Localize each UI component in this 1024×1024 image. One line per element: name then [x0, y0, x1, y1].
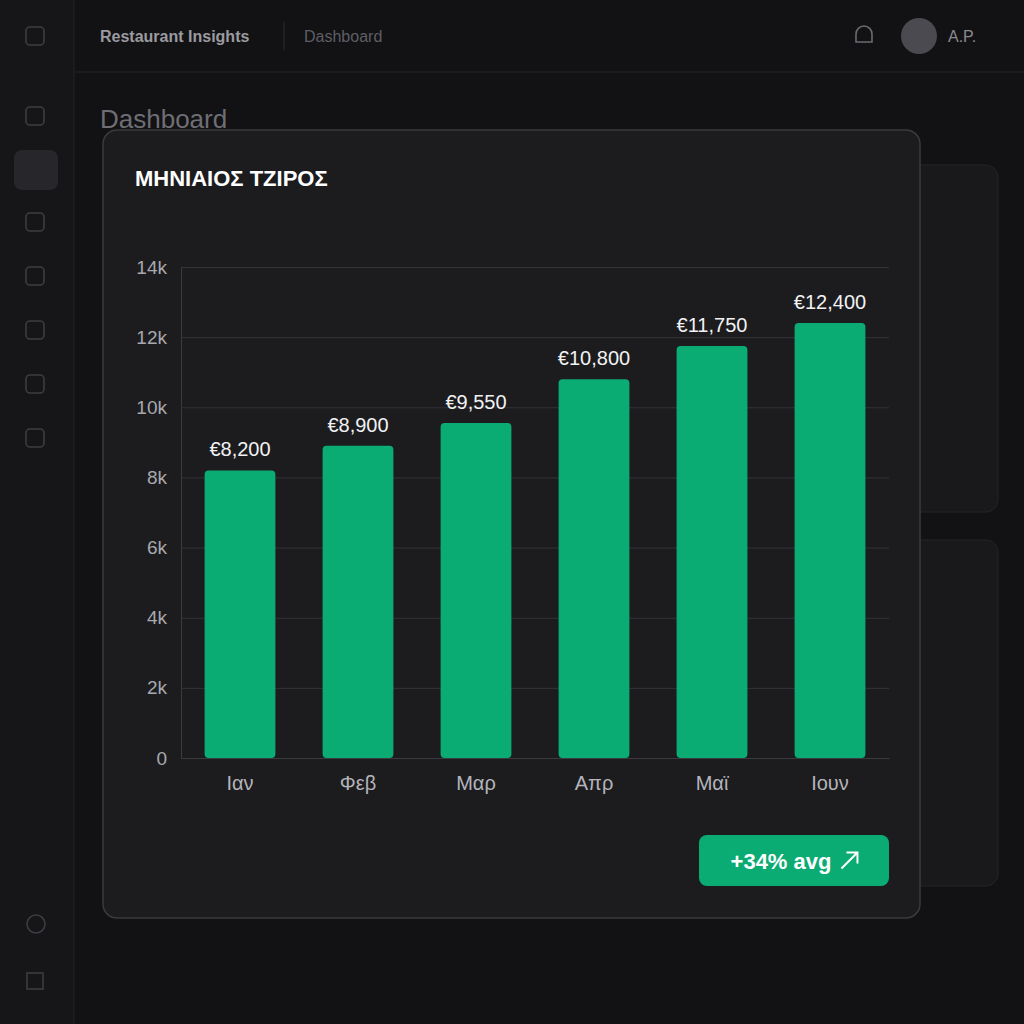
grid-line: [181, 688, 889, 689]
x-tick: Μαϊ: [696, 758, 729, 794]
y-tick-label: 8k: [147, 467, 168, 488]
sidebar-icon[interactable]: [26, 213, 44, 231]
grid-line: [181, 477, 889, 478]
sidebar-icon[interactable]: [26, 429, 44, 447]
y-axis-line: [182, 268, 890, 759]
x-tick: Απρ: [575, 758, 614, 794]
background: [0, 0, 1024, 1024]
x-tick: Φεβ: [340, 758, 376, 794]
grid-line: [181, 267, 889, 268]
y-tick: 10k: [136, 397, 889, 418]
x-tick-label: Μαϊ: [696, 772, 729, 794]
bar: [677, 346, 748, 758]
trend-badge: +34% avg: [699, 835, 889, 886]
grid-line: [181, 548, 889, 549]
sidebar-icon[interactable]: [27, 915, 45, 933]
data-label: €12,400: [794, 291, 866, 313]
sidebar-icon[interactable]: [26, 27, 44, 45]
sidebar-icon[interactable]: [26, 107, 44, 125]
bars: [205, 323, 866, 758]
grid-line: [181, 618, 889, 619]
trend-arrow-icon: [841, 853, 857, 869]
sidebar-active[interactable]: [14, 150, 58, 190]
x-tick-label: Απρ: [575, 772, 614, 794]
y-tick: 12k: [136, 327, 889, 348]
y-tick-label: 6k: [147, 537, 168, 558]
bell-icon[interactable]: [856, 26, 872, 42]
bar: [559, 379, 630, 758]
y-tick-label: 2k: [147, 677, 168, 698]
y-axis: 0 2k 4k 6k 8k 10k 12k 14k: [136, 257, 889, 769]
x-tick: Μαρ: [456, 758, 496, 794]
user-name[interactable]: A.P.: [948, 28, 976, 45]
data-label: €8,900: [327, 414, 388, 436]
sidebar-icon[interactable]: [27, 973, 43, 989]
x-axis: Ιαν Φεβ Μαρ Απρ Μαϊ Ιουν: [182, 758, 890, 794]
bar: [441, 423, 512, 758]
sidebar: [0, 0, 74, 1024]
data-label: €9,550: [445, 391, 506, 413]
sidebar-icon[interactable]: [26, 267, 44, 285]
x-axis-line: [182, 758, 890, 759]
x-tick: Ιουν: [811, 758, 849, 794]
chart-panel: [103, 130, 920, 918]
x-tick-label: Μαρ: [456, 772, 496, 794]
sidebar-icon[interactable]: [26, 375, 44, 393]
sidebar-icon[interactable]: [26, 321, 44, 339]
data-label: €11,750: [677, 314, 748, 336]
x-tick-label: Ιαν: [226, 772, 253, 794]
grid-line: [181, 758, 889, 759]
sidebar-border: [74, 0, 75, 1024]
y-tick-label: 14k: [136, 257, 167, 278]
avatar[interactable]: [901, 18, 937, 54]
y-tick-label: 10k: [136, 397, 167, 418]
grid-line: [181, 407, 889, 408]
bar: [205, 470, 276, 758]
y-tick-label: 0: [156, 748, 167, 769]
page: Restaurant InsightsDashboardA.P.Dashboar…: [0, 0, 1024, 1024]
chart-title: ΜΗΝΙΑΙΟΣ ΤΖΙΡΟΣ: [135, 166, 328, 191]
y-tick-label: 12k: [136, 327, 167, 348]
y-tick-label: 4k: [147, 607, 168, 628]
bar: [795, 323, 866, 758]
data-labels: €8,200 €8,900 €9,550 €10,800 €11,750 €12,400: [209, 291, 866, 460]
data-label: €10,800: [558, 347, 630, 369]
x-tick: Ιαν: [226, 758, 253, 794]
breadcrumb: Dashboard: [304, 28, 382, 45]
data-label: €8,200: [209, 438, 270, 460]
bar: [323, 446, 394, 758]
x-tick-label: Φεβ: [340, 772, 376, 794]
header-divider: [284, 22, 285, 50]
x-tick-label: Ιουν: [811, 772, 849, 794]
grid-line: [181, 337, 889, 338]
badge-background: [699, 835, 889, 886]
header-border: [74, 72, 1024, 73]
badge-text: +34% avg: [731, 849, 832, 874]
app-name: Restaurant Insights: [100, 28, 249, 45]
y-tick: 14k: [136, 257, 889, 278]
